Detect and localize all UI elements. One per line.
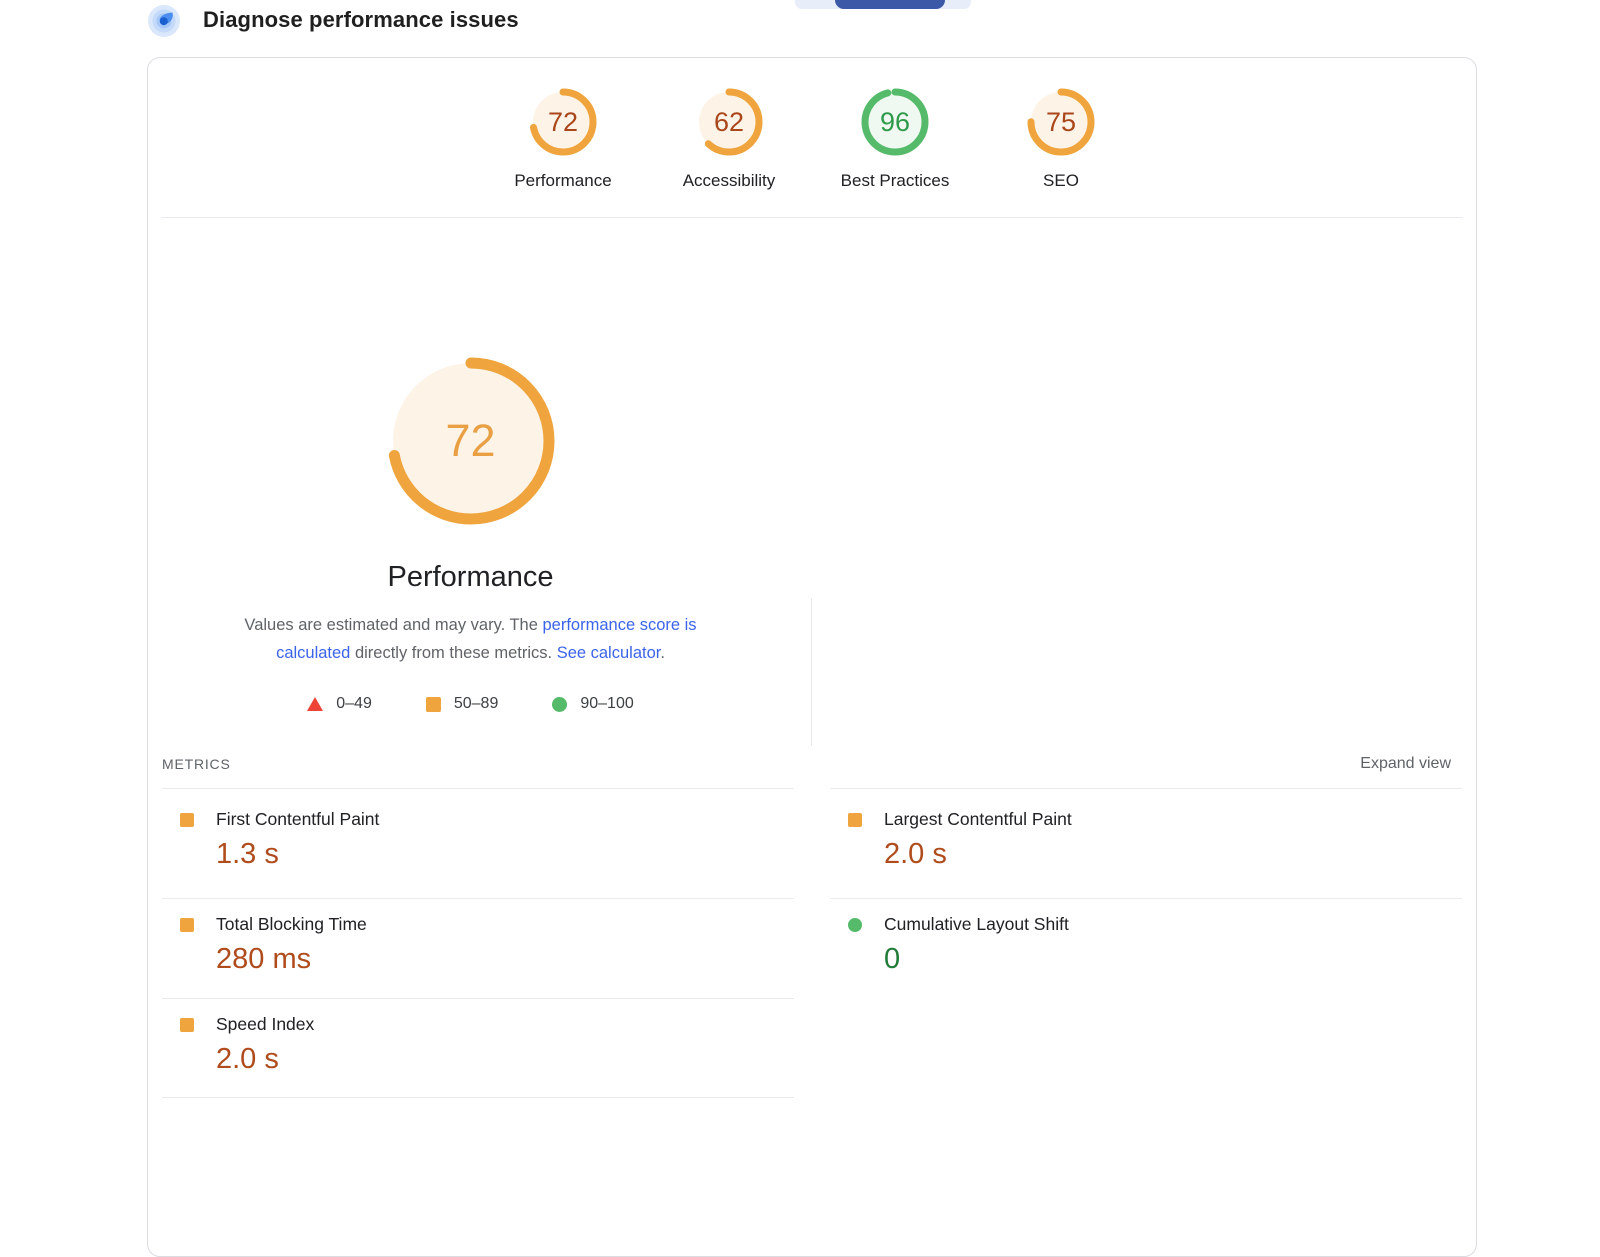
lighthouse-report-card: 72 Performance 62 Accessibility 96 [147, 57, 1477, 1257]
legend-average-range: 50–89 [453, 695, 499, 712]
metric-status-icon [180, 917, 194, 932]
metric-status-icon [180, 812, 194, 827]
gauge-best-practices[interactable]: 96 Best Practices [812, 87, 978, 191]
good-circle-icon [552, 696, 568, 712]
metric-value: 0 [884, 943, 901, 975]
section-divider [161, 217, 1463, 218]
big-performance-score: 72 [445, 415, 496, 466]
pagespeed-insights-logo-icon [148, 5, 180, 37]
metric-value: 2.0 s [884, 838, 947, 870]
score-calculation-link[interactable]: performance score is calculated [276, 616, 697, 662]
performance-section-title: Performance [387, 561, 554, 593]
metric-largest-contentful-paint: Largest Contentful Paint 2.0 s [830, 788, 1462, 898]
page-title: Diagnose performance issues [203, 7, 519, 32]
seo-gauge-label: SEO [1043, 171, 1079, 190]
metrics-heading: METRICS [162, 756, 231, 772]
accessibility-gauge-arc-icon [695, 88, 763, 156]
performance-section: 72 Performance Values are estimated and … [148, 218, 1476, 746]
metric-speed-index: Speed Index 2.0 s [162, 998, 794, 1098]
gauge-performance[interactable]: 72 Performance [480, 87, 646, 191]
metric-total-blocking-time: Total Blocking Time 280 ms [162, 898, 794, 998]
average-square-icon [425, 696, 441, 712]
metric-name: Largest Contentful Paint [884, 809, 1072, 829]
legend-good-range: 90–100 [580, 695, 634, 712]
metric-value: 1.3 s [216, 838, 279, 870]
performance-score: 72 [547, 106, 579, 137]
score-legend: 0–49 50–89 90–100 [307, 695, 634, 713]
vertical-divider [811, 598, 812, 746]
gauge-seo[interactable]: 75 SEO [978, 87, 1144, 191]
legend-fail-range: 0–49 [336, 695, 372, 712]
best-practices-gauge-arc-icon [861, 88, 929, 156]
description-text: Values are estimated and may vary. The [244, 616, 543, 634]
legend-average: 50–89 [425, 695, 499, 713]
metric-name: First Contentful Paint [216, 809, 380, 829]
performance-gauge-arc-icon [529, 88, 597, 156]
metric-value: 2.0 s [216, 1043, 279, 1075]
legend-good: 90–100 [552, 695, 634, 713]
best-practices-gauge-label: Best Practices [840, 171, 950, 190]
metrics-column-right: Largest Contentful Paint 2.0 s Cumulativ… [830, 788, 1462, 1098]
metric-name: Cumulative Layout Shift [884, 914, 1069, 934]
description-text: directly from these metrics. [350, 644, 557, 662]
description-text: . [660, 644, 665, 662]
legend-fail: 0–49 [307, 695, 372, 713]
category-gauge-row: 72 Performance 62 Accessibility 96 [148, 58, 1476, 191]
seo-gauge-arc-icon [1027, 88, 1095, 156]
seo-score: 75 [1045, 106, 1077, 137]
metric-status-icon [848, 917, 862, 932]
metric-name: Total Blocking Time [216, 914, 367, 934]
accessibility-score: 62 [713, 106, 745, 137]
metric-status-icon [180, 1017, 194, 1032]
see-calculator-link[interactable]: See calculator [556, 644, 661, 662]
metric-status-icon [848, 812, 862, 827]
metric-first-contentful-paint: First Contentful Paint 1.3 s [162, 788, 794, 898]
gauge-accessibility[interactable]: 62 Accessibility [646, 87, 812, 191]
metric-cumulative-layout-shift: Cumulative Layout Shift 0 [830, 898, 1462, 998]
expand-view-button[interactable]: Expand view [1360, 755, 1451, 772]
device-tab-strip[interactable] [795, 0, 971, 9]
metrics-column-left: First Contentful Paint 1.3 s Total Block… [162, 788, 794, 1098]
best-practices-score: 96 [879, 106, 911, 137]
metric-value: 280 ms [216, 943, 312, 975]
active-tab-pill[interactable] [835, 0, 945, 9]
page-header: Diagnose performance issues [147, 0, 519, 40]
fail-triangle-icon [307, 697, 324, 711]
accessibility-gauge-label: Accessibility [682, 171, 776, 190]
performance-description: Values are estimated and may vary. The p… [218, 611, 723, 667]
metrics-section: METRICS Expand view First Contentful Pai… [148, 748, 1476, 1098]
performance-gauge-label: Performance [514, 171, 612, 190]
big-performance-gauge-arc-icon [387, 357, 554, 525]
metric-name: Speed Index [216, 1014, 315, 1034]
big-performance-gauge: 72 [387, 357, 555, 525]
